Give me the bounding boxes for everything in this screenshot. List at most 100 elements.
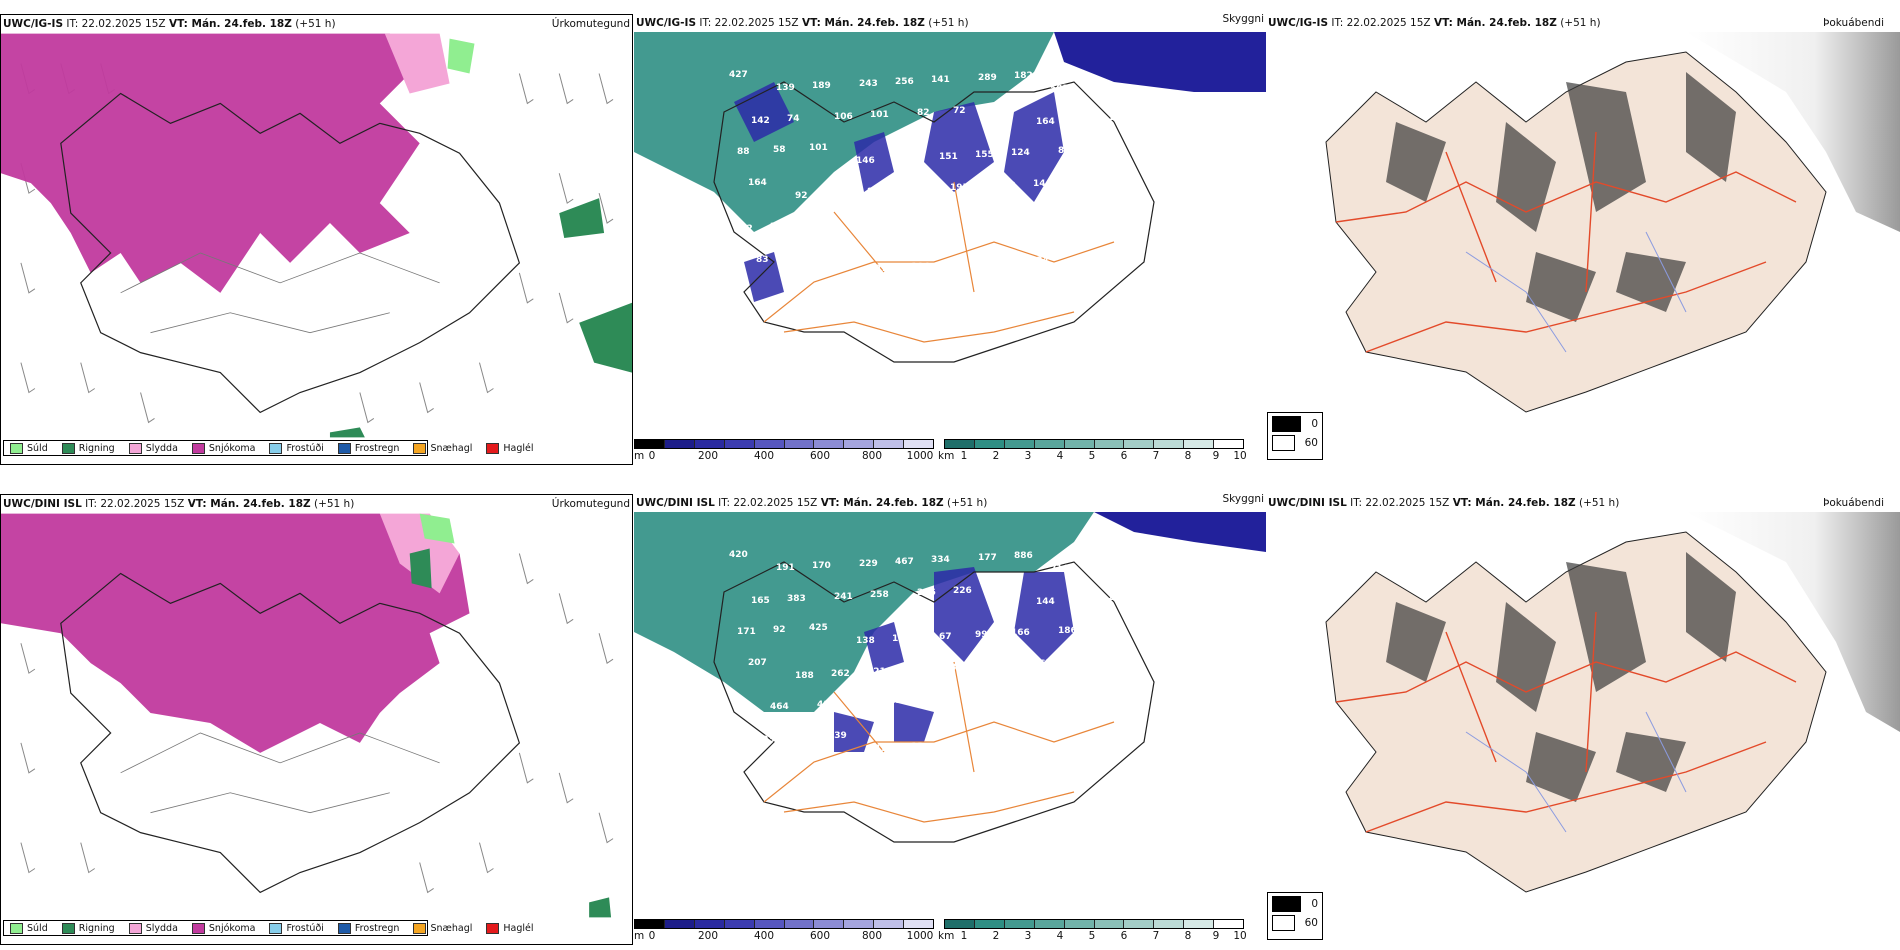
ceiling-label: 282 xyxy=(997,181,1016,191)
ceiling-label: 207 xyxy=(748,658,767,668)
swatch-hail xyxy=(486,442,500,454)
colorbar-bar xyxy=(944,439,1244,449)
tick: 5 xyxy=(1088,450,1096,462)
ceiling-label: 884 xyxy=(867,187,886,197)
ceiling-label: 258 xyxy=(870,590,889,600)
panel-title: Þokuábendi xyxy=(1823,497,1884,509)
tick: 400 xyxy=(753,450,775,462)
swatch-snow xyxy=(191,442,205,454)
tick: 0 xyxy=(648,930,656,942)
iceland-outline xyxy=(60,92,521,414)
legend-item: Slydda xyxy=(128,442,178,454)
sea-fog-area xyxy=(1686,32,1900,232)
legend-item: Snæhagl xyxy=(413,922,472,934)
ceiling-label: 67 xyxy=(939,632,952,642)
fog-legend-row: 60 xyxy=(1268,912,1322,931)
ceiling-label: 144 xyxy=(1036,597,1055,607)
fog-panel-row1: UWC/IG-IS IT: 22.02.2025 15Z VT: Mán. 24… xyxy=(1266,14,1900,465)
tick: 600 xyxy=(809,930,831,942)
ceiling-label: 108 xyxy=(792,733,811,743)
ceiling-label: 151 xyxy=(947,260,966,270)
tick: 1000 xyxy=(906,450,934,462)
panel-header: UWC/IG-IS IT: 22.02.2025 15Z VT: Mán. 24… xyxy=(1,17,632,31)
model-name: UWC/IG-IS xyxy=(3,18,64,30)
legend-item: Súld xyxy=(10,922,48,934)
road-lines xyxy=(120,732,440,814)
panel-title: Skyggni xyxy=(1222,494,1265,505)
cloud-patches xyxy=(734,82,1064,302)
legend-item: Súld xyxy=(10,442,48,454)
tick: 1 xyxy=(960,930,968,942)
ceiling-label: 289 xyxy=(978,73,997,83)
valid-time: VT: Mán. 24.feb. 18Z xyxy=(820,497,944,509)
ceiling-label: 134 xyxy=(889,696,908,706)
ceiling-label: 195 xyxy=(950,183,969,193)
panel-header: UWC/DINI ISL IT: 22.02.2025 15Z VT: Mán.… xyxy=(1266,496,1900,510)
ceiling-label: 74 xyxy=(787,114,800,124)
ceiling-label: 106 xyxy=(834,112,853,122)
init-time: IT: 22.02.2025 15Z xyxy=(718,497,818,509)
visibility-colorbar: km 1 2 3 4 5 6 7 8 9 10 xyxy=(938,919,1247,943)
fog-index-map xyxy=(1325,32,1900,413)
fog-index-map xyxy=(1325,512,1900,893)
ceiling-label: 189 xyxy=(812,81,831,91)
model-name: UWC/IG-IS xyxy=(636,17,697,29)
ceiling-label: 103 xyxy=(734,704,753,714)
ceiling-label: 304 xyxy=(792,253,811,263)
ceiling-label: 427 xyxy=(729,70,748,80)
cloud-panel-row1: UWC/IG-IS IT: 22.02.2025 15Z VT: Mán. 24… xyxy=(634,14,1266,465)
ceiling-label: 72 xyxy=(953,106,966,116)
legend-item: Haglél xyxy=(486,442,534,454)
ceiling-label: 650 xyxy=(1097,562,1116,572)
ceiling-label: 419 xyxy=(817,700,836,710)
legend-item: Rigning xyxy=(61,442,115,454)
road-lines xyxy=(763,181,1115,343)
swatch-rain xyxy=(61,442,75,454)
ceiling-label: 420 xyxy=(729,550,748,560)
legend-item: Rigning xyxy=(61,922,115,934)
ceiling-label: 124 xyxy=(1011,148,1030,158)
valid-time: VT: Mán. 24.feb. 18Z xyxy=(1452,497,1576,509)
ceiling-label: 208 xyxy=(828,251,847,261)
ceiling-label: 205 xyxy=(1108,593,1127,603)
legend-item: Haglél xyxy=(486,922,534,934)
ceiling-label: 155 xyxy=(975,150,994,160)
fog-legend-row: 60 xyxy=(1268,432,1322,451)
ceiling-labels: 427 139 189 243 256 141 289 182 505 225 142 74 106 10… xyxy=(729,70,1135,274)
visibility-low-area xyxy=(634,512,1094,712)
model-name: UWC/DINI ISL xyxy=(3,498,82,510)
legend-item: Snjókoma xyxy=(191,922,255,934)
ceiling-label: 139 xyxy=(776,83,795,93)
tick: 200 xyxy=(697,450,719,462)
ceiling-label: 141 xyxy=(931,75,950,85)
ceiling-label: 171 xyxy=(737,627,756,637)
ceiling-label: 262 xyxy=(831,669,850,679)
cloud-visibility-map: 420 191 170 229 467 334 177 886 214 650 165 383 241 2… xyxy=(634,512,1266,843)
ceiling-label: 97 xyxy=(1094,144,1107,154)
fog-legend: 0 60 xyxy=(1267,412,1323,460)
ceiling-label: 119 xyxy=(989,119,1008,129)
ceiling-label: 886 xyxy=(1014,551,1033,561)
tick: 8 xyxy=(1184,930,1192,942)
panel-header: UWC/DINI ISL IT: 22.02.2025 15Z VT: Mán.… xyxy=(1,497,632,511)
swatch-white xyxy=(1272,915,1295,931)
rain-area xyxy=(409,548,612,918)
ceiling-label: 256 xyxy=(895,77,914,87)
ceiling-label: 101 xyxy=(809,143,828,153)
ceiling-label: 184 xyxy=(817,220,836,230)
drizzle-area xyxy=(419,513,455,544)
ceiling-label: 92 xyxy=(795,191,808,201)
ceiling-label: 101 xyxy=(853,218,872,228)
tick: 1 xyxy=(960,450,968,462)
precip-type-map xyxy=(1,513,614,918)
tick: 3 xyxy=(1024,930,1032,942)
fog-shading xyxy=(1386,72,1736,322)
colorbar-ticks: km 1 2 3 4 5 6 7 8 9 10 xyxy=(938,930,1247,942)
valid-time: VT: Mán. 24.feb. 18Z xyxy=(168,18,292,30)
ceiling-label: 334 xyxy=(931,555,950,565)
swatch-sleet xyxy=(128,442,142,454)
ceiling-label: 144 xyxy=(1033,179,1052,189)
sea-cloud-area xyxy=(1094,512,1266,552)
precip-legend: Súld Rigning Slydda Snjókoma Frostúði Fr… xyxy=(3,440,534,456)
fog-shading xyxy=(1386,552,1736,802)
